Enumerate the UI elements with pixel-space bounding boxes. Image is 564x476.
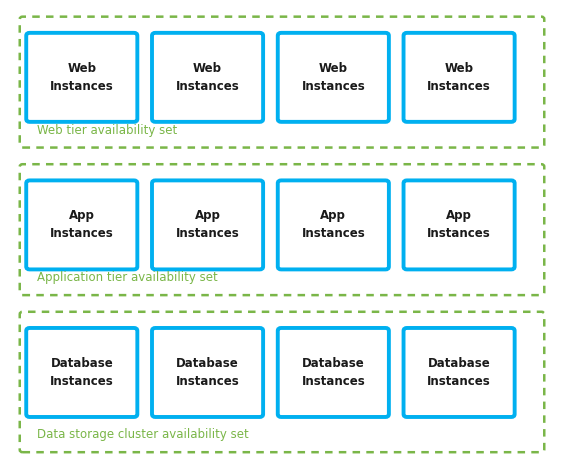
FancyBboxPatch shape [403, 33, 514, 122]
Text: App
Instances: App Instances [175, 209, 240, 240]
FancyBboxPatch shape [152, 328, 263, 417]
Text: Web
Instances: Web Instances [175, 62, 240, 93]
FancyBboxPatch shape [152, 180, 263, 269]
Text: Database
Instances: Database Instances [301, 357, 365, 388]
Text: Database
Instances: Database Instances [50, 357, 114, 388]
Text: Database
Instances: Database Instances [427, 357, 491, 388]
Text: Database
Instances: Database Instances [175, 357, 240, 388]
FancyBboxPatch shape [277, 33, 389, 122]
Text: App
Instances: App Instances [301, 209, 365, 240]
FancyBboxPatch shape [26, 328, 138, 417]
Text: Web
Instances: Web Instances [301, 62, 365, 93]
Text: Web
Instances: Web Instances [427, 62, 491, 93]
Text: Application tier availability set: Application tier availability set [37, 271, 217, 284]
Text: Web tier availability set: Web tier availability set [37, 124, 177, 137]
Text: Data storage cluster availability set: Data storage cluster availability set [37, 428, 248, 441]
FancyBboxPatch shape [403, 328, 514, 417]
Text: App
Instances: App Instances [427, 209, 491, 240]
FancyBboxPatch shape [277, 180, 389, 269]
FancyBboxPatch shape [403, 180, 514, 269]
Text: Web
Instances: Web Instances [50, 62, 114, 93]
FancyBboxPatch shape [20, 164, 544, 295]
FancyBboxPatch shape [20, 17, 544, 148]
FancyBboxPatch shape [20, 312, 544, 452]
Text: App
Instances: App Instances [50, 209, 114, 240]
FancyBboxPatch shape [26, 180, 138, 269]
FancyBboxPatch shape [277, 328, 389, 417]
FancyBboxPatch shape [26, 33, 138, 122]
FancyBboxPatch shape [152, 33, 263, 122]
